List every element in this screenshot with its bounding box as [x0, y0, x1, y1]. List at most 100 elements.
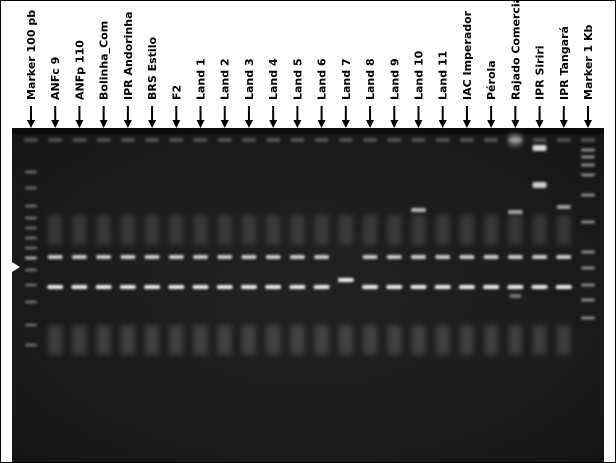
- lane-label: ANFc 9: [49, 57, 62, 100]
- arrow-head: [559, 120, 568, 128]
- band: [25, 226, 37, 230]
- arrow-head: [462, 120, 471, 128]
- lane-label: IAC Imperador: [461, 10, 474, 100]
- band: [25, 343, 37, 347]
- lane-label: Pérola: [485, 60, 498, 100]
- band: [338, 215, 353, 245]
- band: [120, 325, 135, 355]
- arrow-head: [75, 120, 84, 128]
- band: [47, 255, 63, 259]
- band: [459, 255, 475, 259]
- arrow-head: [27, 120, 35, 128]
- arrow-head: [123, 120, 132, 128]
- band: [25, 236, 37, 240]
- band: [120, 138, 135, 142]
- band: [362, 255, 378, 259]
- band: [169, 325, 184, 355]
- band: [581, 155, 595, 159]
- gel: [12, 128, 604, 462]
- band: [72, 138, 87, 142]
- band: [338, 138, 353, 142]
- arrow-head: [317, 120, 326, 128]
- band: [169, 138, 184, 142]
- lanes: Marker 100 pb ANFc 9 ANFp 110 Bolinha_Com IP…: [24, 0, 595, 355]
- band: [25, 300, 37, 304]
- band: [556, 255, 572, 259]
- lane-label: Land 2: [219, 58, 232, 100]
- arrow-head: [293, 120, 302, 128]
- band: [532, 325, 547, 355]
- band: [290, 325, 305, 355]
- arrow-head: [341, 120, 350, 128]
- band: [314, 215, 329, 245]
- band: [241, 138, 256, 142]
- band: [337, 278, 354, 282]
- band: [314, 325, 329, 355]
- band: [483, 255, 499, 259]
- band: [168, 255, 184, 259]
- band: [411, 215, 426, 245]
- arrow-head: [172, 120, 181, 128]
- band: [387, 325, 402, 355]
- band: [193, 138, 208, 142]
- band: [217, 215, 232, 245]
- arrow-head: [366, 120, 375, 128]
- marker-triangle: [12, 262, 20, 272]
- band: [508, 325, 523, 355]
- band: [71, 255, 87, 259]
- band: [508, 215, 523, 245]
- band: [193, 325, 208, 355]
- band: [532, 182, 547, 188]
- band: [581, 163, 595, 167]
- arrow-head: [584, 120, 592, 128]
- band: [25, 186, 37, 190]
- band: [581, 283, 595, 287]
- band: [25, 268, 37, 272]
- band: [581, 316, 595, 320]
- band: [25, 216, 37, 220]
- band: [581, 266, 595, 270]
- band: [265, 285, 282, 289]
- band: [313, 285, 330, 289]
- band: [434, 285, 451, 289]
- arrow-head: [487, 120, 496, 128]
- band: [72, 325, 87, 355]
- band: [47, 285, 64, 289]
- arrow-head: [414, 120, 423, 128]
- band: [435, 138, 450, 142]
- band: [484, 138, 499, 142]
- band: [484, 215, 499, 245]
- arrow-head: [535, 120, 544, 128]
- arrow-head: [196, 120, 205, 128]
- band: [96, 255, 112, 259]
- band: [507, 285, 524, 289]
- arrow-head: [244, 120, 253, 128]
- lane-label: Land 8: [364, 58, 377, 100]
- band: [459, 138, 474, 142]
- lane-label: Land 9: [388, 58, 401, 100]
- band: [484, 325, 499, 355]
- band: [48, 215, 63, 245]
- band: [289, 255, 305, 259]
- band: [411, 325, 426, 355]
- band: [120, 255, 136, 259]
- lane-label: Bolinha_Com: [98, 21, 111, 100]
- lane-label: IPR Siriri: [534, 45, 547, 100]
- lane-label: IPR Tangará: [558, 26, 571, 100]
- arrow-head: [438, 120, 447, 128]
- band: [363, 138, 378, 142]
- band: [145, 215, 160, 245]
- band: [72, 215, 87, 245]
- lane-label: BRS Estilo: [146, 37, 159, 100]
- band: [363, 325, 378, 355]
- band: [581, 173, 595, 177]
- band: [532, 138, 547, 142]
- band: [290, 138, 305, 142]
- band: [338, 325, 353, 355]
- band: [581, 138, 595, 142]
- lane-label: Land 6: [316, 58, 329, 100]
- band: [362, 285, 379, 289]
- band: [240, 285, 257, 289]
- arrow-head: [269, 120, 278, 128]
